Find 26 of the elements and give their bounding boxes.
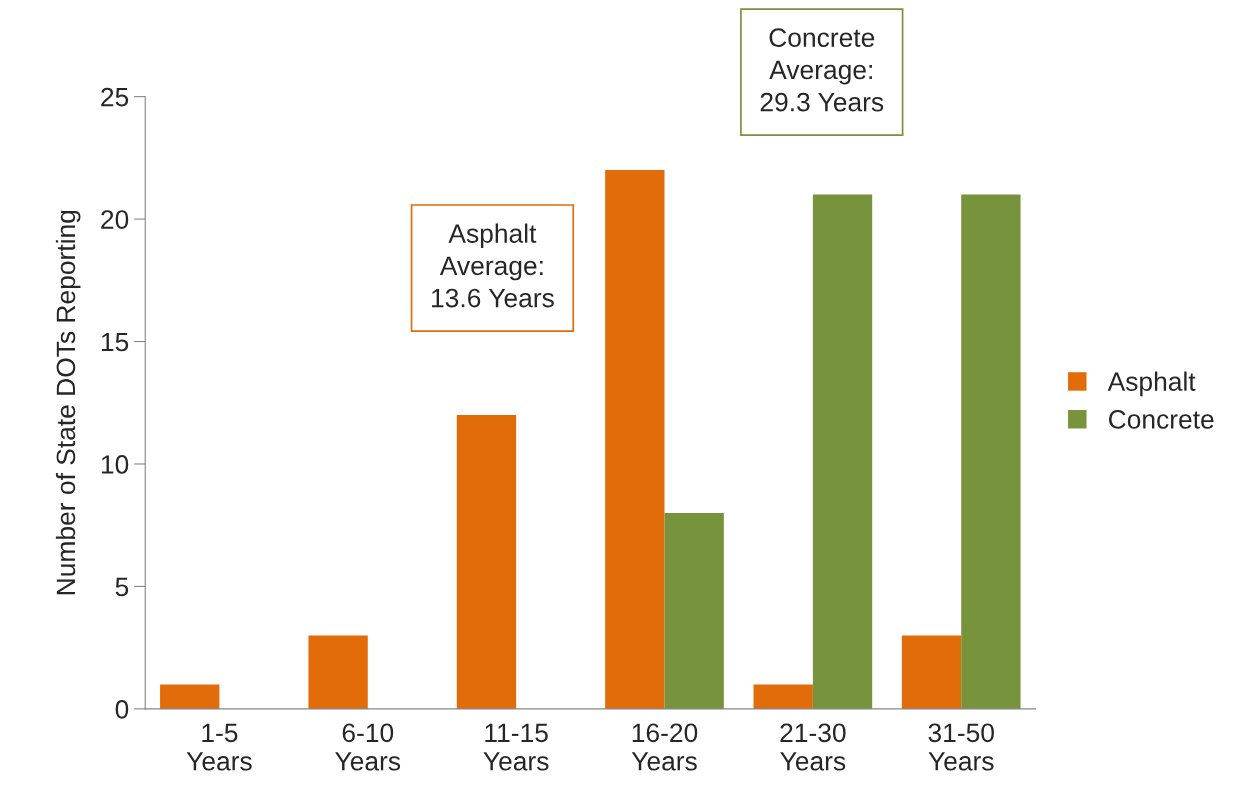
- x-tick-label: 16-20 Years: [631, 723, 698, 771]
- bar: [605, 170, 665, 709]
- y-tick-label: 10: [101, 455, 129, 474]
- y-tick-label: 25: [101, 87, 129, 107]
- x-tick-label: 1-5 Years: [186, 723, 252, 771]
- bar: [160, 684, 220, 709]
- legend-label: Asphalt: [1107, 371, 1196, 397]
- bar: [664, 512, 724, 709]
- y-tick-label: 20: [101, 210, 129, 229]
- y-tick-label: 0: [115, 700, 129, 719]
- bar: [812, 194, 873, 709]
- x-tick-label: 31-50 Years: [928, 723, 994, 771]
- y-tick-label: 15: [101, 332, 129, 352]
- bar: [961, 194, 1021, 709]
- bar: [308, 635, 368, 709]
- x-tick-label: 6-10 Years: [335, 723, 401, 771]
- x-tick-label: 21-30 Years: [780, 723, 846, 771]
- bar: [753, 684, 813, 709]
- bar: [456, 415, 517, 709]
- annotation: Concrete Average: 29.3 Years: [760, 28, 884, 112]
- annotation: Asphalt Average: 13.6 Years: [432, 223, 554, 308]
- x-tick-label: 11-15 Years: [483, 723, 549, 771]
- y-axis-title: Number of State DOTs Reporting: [55, 210, 81, 595]
- y-tick-label: 5: [115, 577, 129, 597]
- bar: [901, 635, 962, 709]
- legend-label: Concrete: [1108, 410, 1214, 429]
